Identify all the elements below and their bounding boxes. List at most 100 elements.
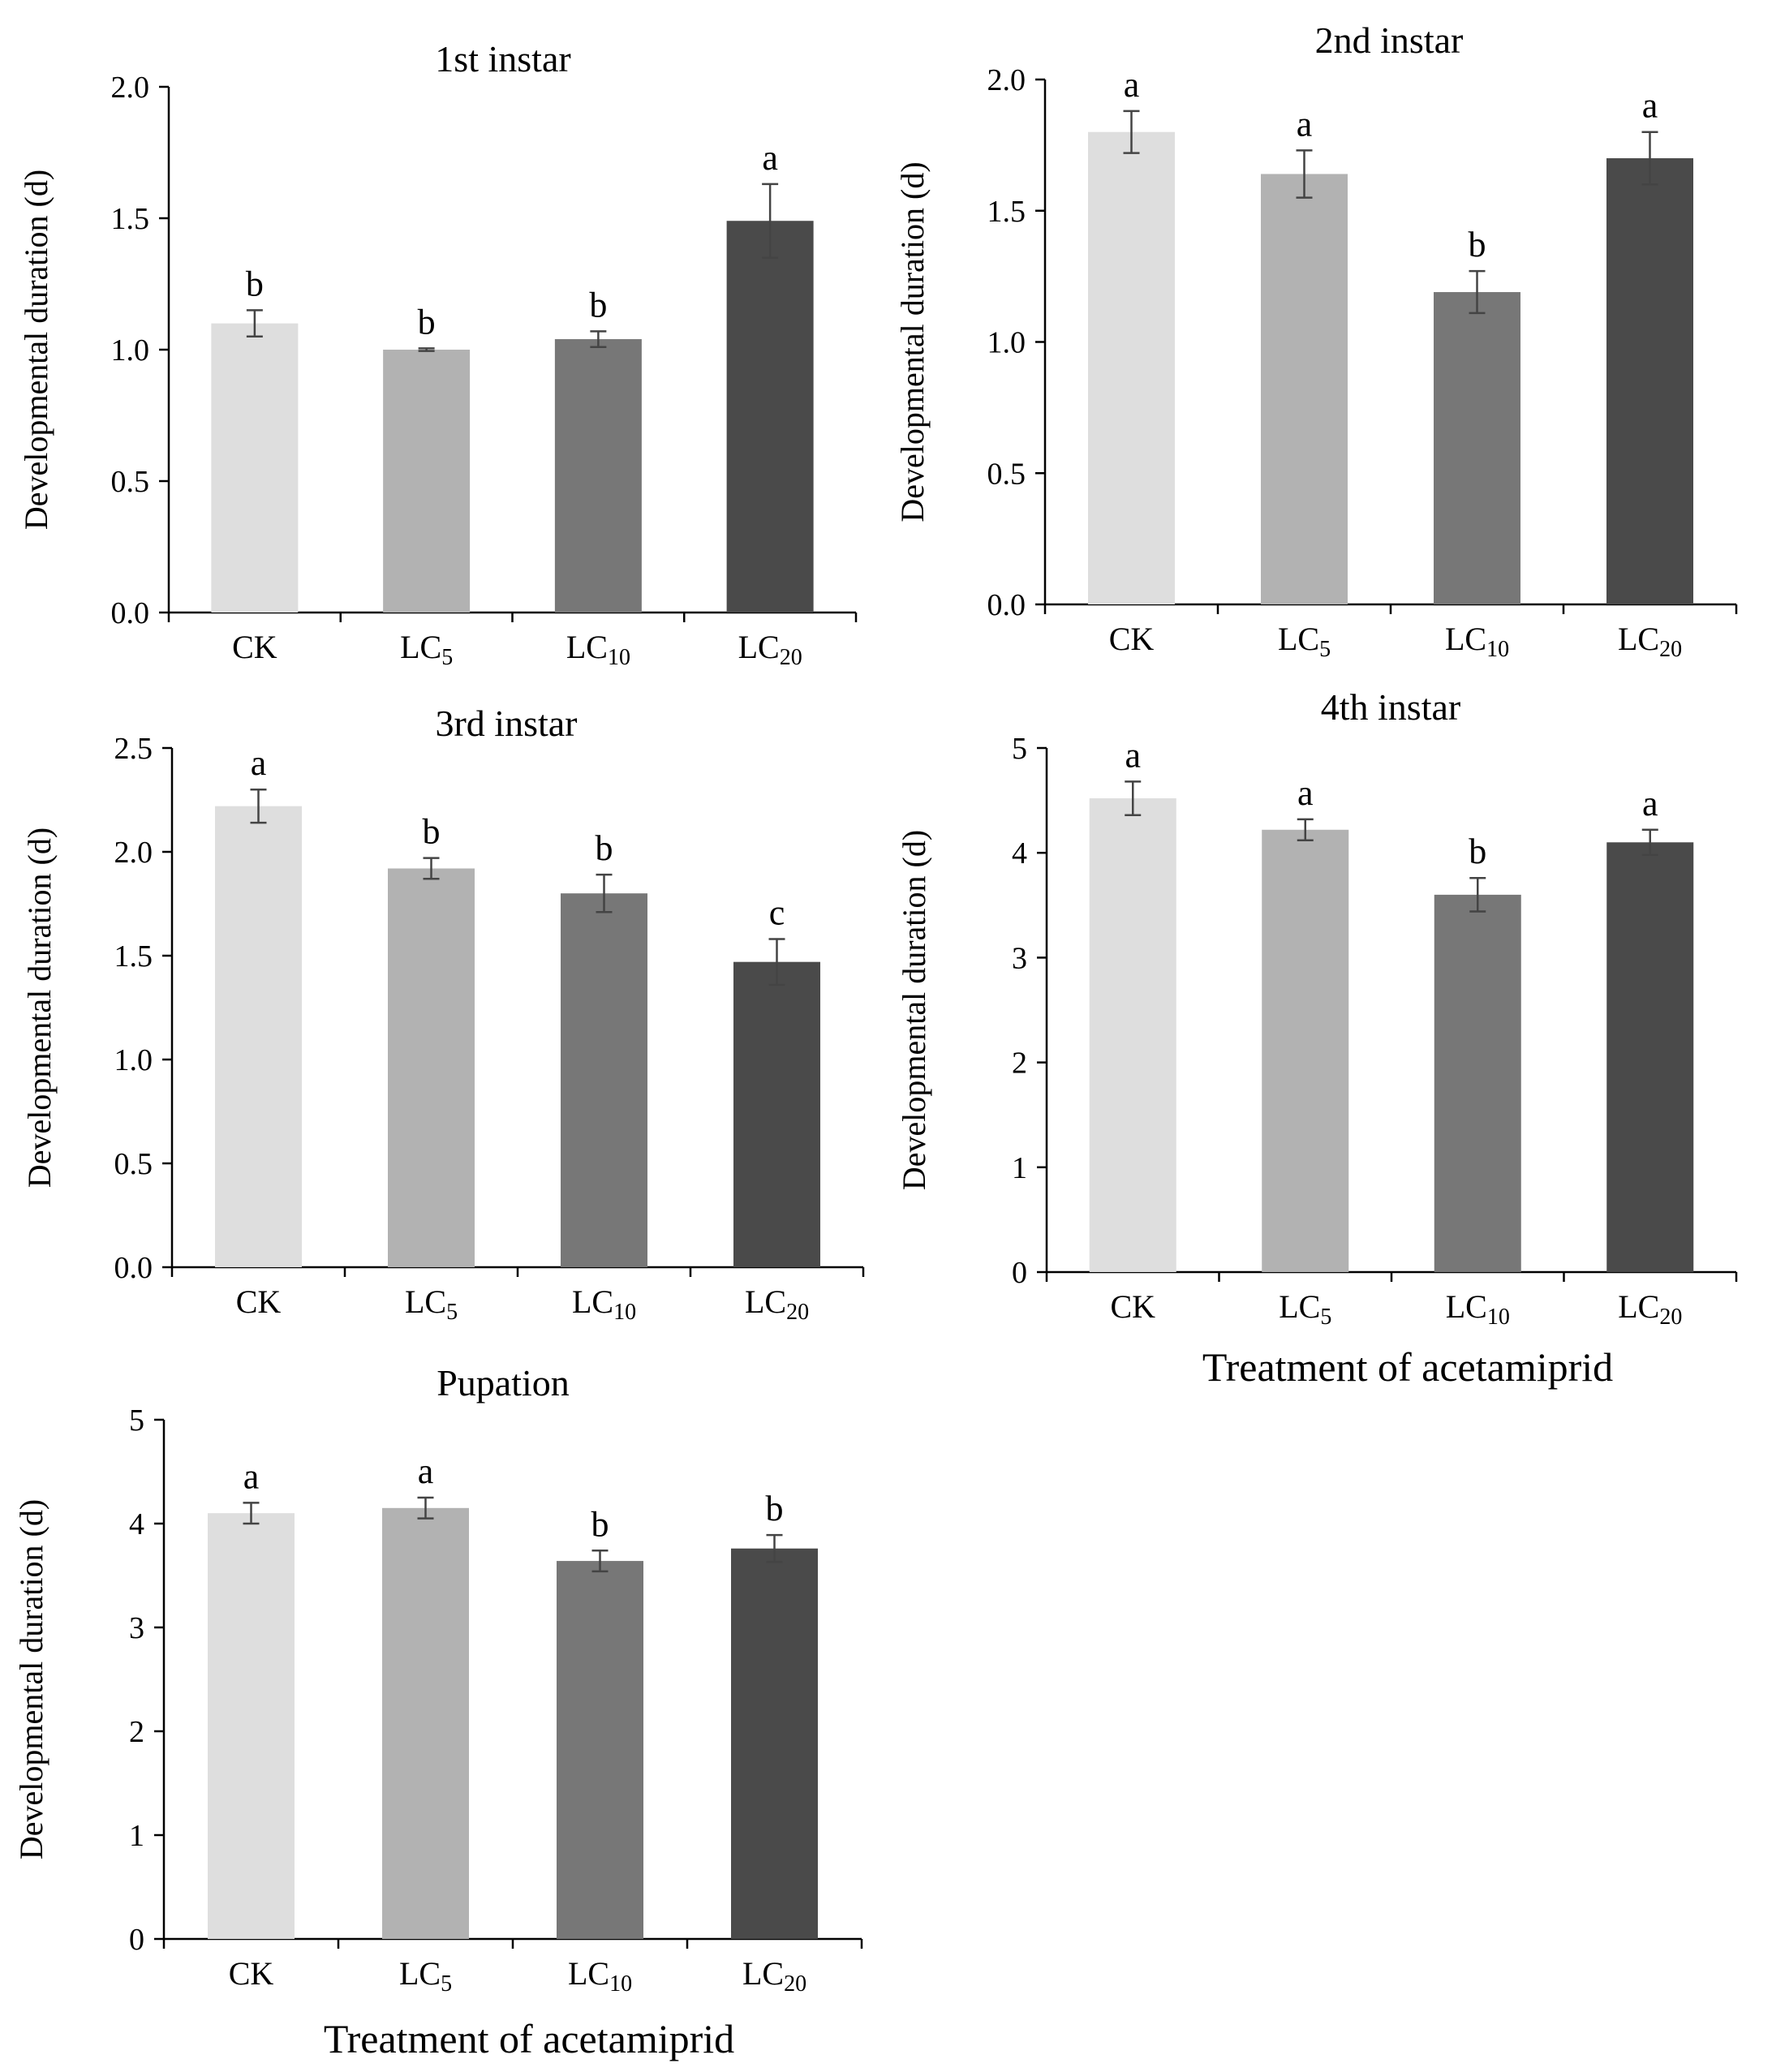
y-tick-label: 0: [1012, 1256, 1027, 1290]
x-tick-label: LC5: [399, 1955, 452, 1997]
significance-letter: b: [596, 828, 613, 868]
y-tick-label: 1.5: [111, 202, 150, 236]
y-tick-label: 1: [1012, 1151, 1027, 1185]
significance-letter: a: [1642, 86, 1658, 126]
x-axis-label: Treatment of acetamiprid: [324, 2016, 734, 2061]
chart-title: 1st instar: [435, 38, 570, 80]
y-tick-label: 0.0: [114, 1251, 153, 1285]
bar-lc5: [383, 350, 471, 613]
bar-lc10: [1434, 894, 1521, 1272]
y-tick-label: 0.5: [987, 457, 1026, 491]
x-tick-label: LC20: [745, 1283, 809, 1325]
y-axis-label: Developmental duration (d): [13, 1499, 49, 1859]
y-tick-label: 0.0: [111, 596, 150, 630]
significance-letter: b: [246, 264, 264, 303]
x-tick-label: LC10: [572, 1283, 636, 1325]
bar-lc5: [1261, 174, 1348, 604]
significance-letter: b: [1469, 225, 1486, 264]
y-tick-label: 1.0: [111, 333, 150, 368]
x-tick-label: LC10: [566, 629, 630, 670]
significance-letter: b: [591, 1504, 609, 1544]
bar-lc5: [1262, 829, 1349, 1272]
chart-panel-1: 1st instar Developmental duration (d) 0.0 0…: [18, 38, 858, 670]
bar-lc20: [1606, 158, 1693, 605]
y-tick-label: 2.5: [114, 732, 153, 766]
bar-lc10: [561, 893, 647, 1267]
y-tick-label: 4: [1012, 836, 1027, 870]
y-tick-label: 0: [129, 1923, 144, 1957]
x-tick-label: LC20: [742, 1955, 806, 1997]
significance-letter: b: [766, 1489, 784, 1528]
x-tick-label: CK: [1109, 621, 1155, 657]
y-axis-label: Developmental duration (d): [896, 830, 932, 1190]
significance-letter: a: [762, 138, 778, 178]
x-tick-label: LC5: [1279, 1288, 1331, 1330]
significance-letter: b: [423, 812, 441, 852]
x-tick-label: LC10: [568, 1955, 632, 1997]
bar-lc20: [731, 1548, 818, 1939]
chart-title: 3rd instar: [435, 703, 577, 744]
significance-letter: b: [1469, 832, 1486, 871]
x-tick-label: LC20: [1618, 1288, 1682, 1330]
significance-letter: a: [1124, 65, 1140, 105]
x-tick-label: LC5: [405, 1283, 458, 1325]
x-tick-label: LC10: [1446, 1288, 1510, 1330]
y-axis-label: Developmental duration (d): [894, 161, 931, 522]
x-tick-label: LC20: [1618, 621, 1682, 662]
chart-title: 2nd instar: [1315, 19, 1464, 61]
chart-panel-4: 4th instar Developmental duration (d) 0 1 2 3…: [896, 686, 1738, 1390]
significance-letter: a: [418, 1451, 434, 1491]
bar-lc20: [1606, 842, 1694, 1272]
significance-letter: b: [589, 285, 607, 325]
y-tick-label: 3: [1012, 941, 1027, 975]
chart-panel-5: Pupation Developmental duration (d) 0 1 2 3 4 5…: [13, 1362, 863, 2061]
y-tick-label: 2: [129, 1715, 144, 1749]
significance-letter: b: [418, 302, 436, 342]
chart-title: Pupation: [437, 1362, 570, 1404]
bar-lc5: [382, 1507, 469, 1939]
significance-letter: a: [1297, 773, 1314, 813]
significance-letter: a: [1125, 735, 1141, 775]
y-tick-label: 1.5: [114, 939, 153, 974]
x-tick-label: LC5: [1278, 621, 1331, 662]
chart-title: 4th instar: [1321, 686, 1460, 728]
y-tick-label: 5: [1012, 732, 1027, 766]
y-tick-label: 2.0: [987, 63, 1026, 97]
significance-letter: a: [1642, 784, 1658, 823]
y-tick-label: 1: [129, 1819, 144, 1853]
x-tick-label: CK: [236, 1283, 282, 1320]
y-tick-label: 0.5: [111, 465, 150, 499]
bar-lc5: [388, 868, 475, 1267]
bar-ck: [1089, 798, 1176, 1272]
significance-letter: a: [1297, 104, 1313, 144]
bar-lc20: [726, 221, 814, 613]
chart-panel-3: 3rd instar Developmental duration (d) 0.0 0…: [21, 703, 865, 1325]
y-axis-label: Developmental duration (d): [21, 828, 58, 1188]
x-tick-label: LC10: [1445, 621, 1509, 662]
y-tick-label: 0.5: [114, 1147, 153, 1181]
x-tick-label: LC20: [738, 629, 802, 670]
bar-lc10: [557, 1561, 643, 1939]
y-tick-label: 3: [129, 1611, 144, 1645]
y-tick-label: 2: [1012, 1047, 1027, 1081]
y-tick-label: 0.0: [987, 588, 1026, 622]
y-tick-label: 2.0: [111, 71, 150, 105]
y-axis-label: Developmental duration (d): [18, 170, 54, 530]
significance-letter: a: [251, 743, 267, 783]
x-tick-label: CK: [1110, 1288, 1155, 1325]
significance-letter: a: [243, 1456, 260, 1496]
bar-ck: [1088, 131, 1175, 604]
bar-lc20: [733, 961, 820, 1267]
bar-lc10: [1434, 292, 1520, 604]
bar-lc10: [554, 339, 642, 613]
y-tick-label: 4: [129, 1507, 144, 1541]
x-tick-label: CK: [232, 629, 277, 665]
x-tick-label: LC5: [400, 629, 453, 670]
y-tick-label: 2.0: [114, 836, 153, 870]
bar-ck: [211, 323, 299, 613]
bar-ck: [215, 806, 302, 1267]
chart-panel-2: 2nd instar Developmental duration (d) 0.0 0…: [894, 19, 1738, 662]
x-tick-label: CK: [229, 1955, 274, 1992]
bar-ck: [208, 1513, 295, 1939]
